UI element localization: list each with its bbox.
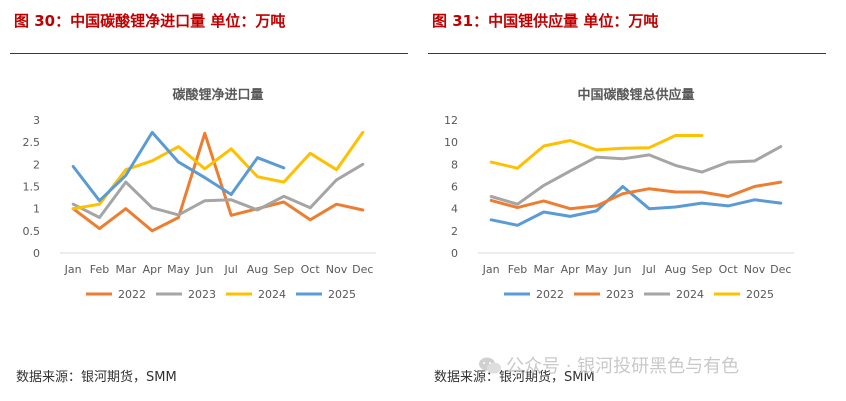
left-x-tick-label: Apr — [143, 263, 163, 276]
left-x-tick-label: Sep — [273, 263, 294, 276]
left-series-2025-line — [71, 130, 286, 203]
right-legend-label-2025: 2025 — [746, 288, 774, 301]
right-x-tick-label: Nov — [744, 263, 766, 276]
left-y-tick-label: 0 — [33, 247, 40, 260]
right-x-tick-label: Mar — [533, 263, 554, 276]
right-series-2023-line — [489, 180, 783, 211]
right-y-tick-label: 6 — [451, 181, 458, 194]
figure-31-title: 图 31：中国锂供应量 单位：万吨 — [432, 12, 659, 30]
left-x-tick-label: May — [167, 263, 190, 276]
left-y-tick-label: 2 — [33, 158, 40, 171]
net-import-chart: 碳酸锂净进口量 0 0.5 1 1.5 2 2.5 3 Jan Feb Mar Apr May Jun Ju… — [23, 87, 376, 301]
right-legend-label-2022: 2022 — [536, 288, 564, 301]
right-x-tick-label: Aug — [665, 263, 686, 276]
right-chart-title: 中国碳酸锂总供应量 — [577, 87, 694, 103]
left-x-tick-label: Nov — [326, 263, 348, 276]
right-legend-label-2023: 2023 — [606, 288, 634, 301]
right-x-tick-label: Jan — [482, 263, 500, 276]
right-x-tick-label: Jul — [642, 263, 656, 276]
right-y-tick-label: 8 — [451, 158, 458, 171]
right-y-tick-label: 12 — [444, 114, 458, 127]
left-legend-label-2023: 2023 — [188, 288, 216, 301]
figure-30-title: 图 30：中国碳酸锂净进口量 单位：万吨 — [14, 12, 286, 30]
supply-chart: 中国碳酸锂总供应量 0 2 4 6 8 10 12 Jan Feb Mar Apr May Jun Jul A… — [444, 87, 794, 301]
wechat-icon — [479, 357, 501, 374]
left-y-tick-label: 3 — [33, 114, 40, 127]
left-y-tick-label: 1.5 — [23, 181, 41, 194]
left-x-tick-label: Jan — [64, 263, 82, 276]
right-legend-label-2024: 2024 — [676, 288, 704, 301]
left-series-2023-line — [71, 162, 365, 219]
right-y-tick-label: 10 — [444, 136, 458, 149]
right-x-tick-label: Apr — [561, 263, 581, 276]
left-x-tick-label: Aug — [247, 263, 268, 276]
watermark: 公众号 · 银河投研黑色与有色 — [506, 356, 740, 377]
left-x-tick-label: Dec — [352, 263, 373, 276]
left-x-tick-label: Jun — [195, 263, 213, 276]
left-legend-label-2022: 2022 — [118, 288, 146, 301]
right-series-2025-line — [489, 134, 704, 170]
right-x-tick-label: Feb — [508, 263, 527, 276]
right-x-tick-label: Oct — [719, 263, 739, 276]
left-legend-label-2024: 2024 — [258, 288, 286, 301]
right-y-tick-label: 0 — [451, 247, 458, 260]
left-y-tick-label: 0.5 — [23, 225, 41, 238]
right-series-2022-line — [489, 185, 783, 227]
source-note-left: 数据来源：银河期货，SMM — [16, 370, 177, 385]
left-x-tick-label: Mar — [115, 263, 136, 276]
left-x-tick-label: Oct — [301, 263, 321, 276]
right-series-2024-line — [489, 145, 783, 206]
right-x-tick-label: May — [585, 263, 608, 276]
right-x-tick-label: Sep — [691, 263, 712, 276]
right-x-tick-label: Dec — [770, 263, 791, 276]
left-y-tick-label: 2.5 — [23, 136, 41, 149]
right-y-tick-label: 2 — [451, 225, 458, 238]
left-x-tick-label: Jul — [224, 263, 238, 276]
title-divider-right — [428, 53, 826, 54]
left-chart-title: 碳酸锂净进口量 — [172, 87, 263, 103]
left-legend-label-2025: 2025 — [328, 288, 356, 301]
left-series-2024-line — [71, 130, 365, 211]
right-y-tick-label: 4 — [451, 203, 458, 216]
left-x-tick-label: Feb — [90, 263, 109, 276]
title-divider-left — [10, 53, 408, 54]
left-y-tick-label: 1 — [33, 203, 40, 216]
source-note-right: 数据来源：银河期货，SMM — [434, 370, 595, 385]
left-series-2022-line — [71, 131, 365, 233]
right-x-tick-label: Jun — [613, 263, 631, 276]
